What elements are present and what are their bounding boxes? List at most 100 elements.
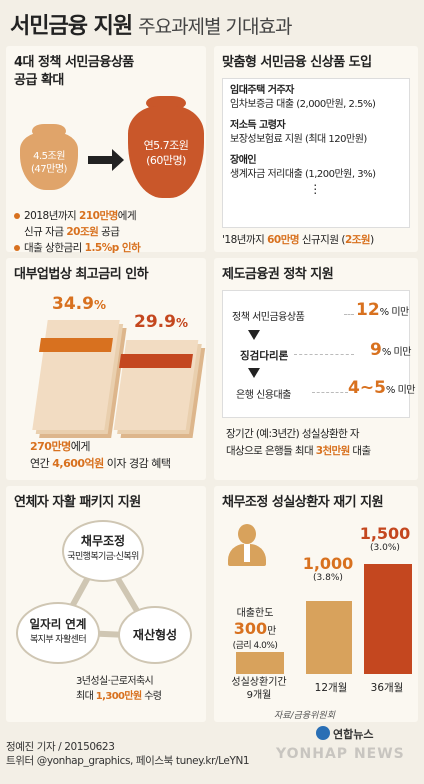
row-2-label: 징검다리론: [240, 350, 289, 362]
circle-3-title: 재산형성: [132, 628, 178, 642]
title-sub: 주요과제별 기대효과: [138, 16, 292, 38]
panel-4-amount: 3천만원: [315, 445, 350, 457]
row-2-value: 9% 미만: [370, 340, 411, 360]
product-1-desc: 임차보증금 대출 (2,000만원, 2.5%): [230, 99, 376, 110]
x-label-1a: 성실상환기간: [231, 677, 287, 688]
panel-3-l2a: 연간: [30, 457, 53, 470]
bar-1-unit: 만: [267, 626, 277, 637]
panel-2-footer-amount: 2조원: [344, 234, 371, 246]
loan-limit-label: 대출한도: [236, 608, 274, 619]
row-1-value: 12% 미만: [356, 300, 409, 320]
panel-1-bullets: 2018년까지 210만명에게 신규 자금 20조원 공급 대출 상한금리 1.…: [14, 208, 141, 256]
small-bag-people: (47만명): [31, 164, 67, 175]
panel-3-people: 270만명: [30, 440, 71, 453]
more-dots: ⋮: [309, 182, 321, 196]
bullet-1-people: 210만명: [79, 210, 118, 222]
circle-1-desc: 국민행복기금·신복위: [67, 552, 139, 562]
person-tie: [244, 544, 250, 562]
panel-comeback-support: 채무조정 성실상환자 재기 지원 대출한도 300만 (금리 4.0%) 1,0…: [214, 486, 418, 722]
bullet-1-amount: 20조원: [66, 226, 99, 238]
sns-handle: 트위터 @yonhap_graphics, 페이스북 tuney.kr/LeYN…: [6, 755, 250, 767]
row-1-label: 정책 서민금융상품: [232, 312, 305, 323]
panel-institutional-finance: 제도금융권 정착 지원 정책 서민금융상품 12% 미만 징검다리론 9% 미만…: [214, 258, 418, 480]
bar-1-value: 300만: [230, 619, 280, 638]
row-2-number: 9: [370, 340, 382, 360]
reporter-credit: 정예진 기자 / 20150623: [6, 741, 115, 753]
bullet-2-a: 대출 상한금리: [24, 242, 85, 254]
x-label-1b: 9개월: [246, 690, 272, 701]
arrow-head: [112, 149, 124, 171]
panel-1-heading-line1: 4대 정책 서민금융상품: [14, 55, 134, 70]
bullet-1-line2: 신규 자금 20조원 공급: [14, 224, 140, 240]
tall-stack-band: [39, 338, 113, 352]
product-2-title: 저소득 고령자: [230, 120, 286, 131]
panel-custom-products: 맞춤형 서민금융 신상품 도입 임대주택 거주자 임차보증금 대출 (2,000…: [214, 46, 418, 252]
rate-after: 29.9%: [134, 312, 188, 332]
row-1-unit: % 미만: [379, 307, 410, 318]
product-3-desc: 생계자금 저리대출 (1,200만원, 3%): [230, 169, 376, 180]
source-note: 자료/금융위원회: [274, 711, 335, 721]
x-label-3: 36개월: [370, 682, 404, 694]
person-head-icon: [238, 524, 256, 544]
bullet-1-a: 2018년까지: [24, 210, 80, 222]
row-3-label: 은행 신용대출: [236, 390, 291, 401]
bar-3-number: 1,500: [359, 524, 411, 543]
big-bag-people: (60만명): [146, 154, 186, 167]
bullet-dot: [14, 245, 20, 251]
panel-5-f2c: 수령: [141, 691, 162, 702]
bullet-1-c: 에게: [117, 210, 137, 222]
x-label-1: 성실상환기간 9개월: [224, 676, 294, 702]
panel-1-heading: 4대 정책 서민금융상품 공급 확대: [14, 54, 134, 90]
bullet-dot: [14, 213, 20, 219]
product-list: 임대주택 거주자 임차보증금 대출 (2,000만원, 2.5%) 저소득 고령…: [230, 84, 400, 196]
panel-3-l2c: 이자 경감 혜택: [103, 457, 171, 470]
x-label-2: 12개월: [314, 682, 348, 694]
panel-5-amount: 1,300만원: [95, 691, 142, 702]
row-2-unit: % 미만: [381, 347, 412, 358]
panel-1-heading-line2: 공급 확대: [14, 73, 64, 88]
panel-6-heading: 채무조정 성실상환자 재기 지원: [222, 495, 384, 510]
bar-3-label: 1,500 (3.0%): [358, 524, 412, 553]
row-1-leader: [344, 314, 354, 315]
rate-before: 34.9%: [52, 294, 106, 314]
panel-2-footer-e: ): [370, 234, 374, 246]
small-bag-amount: 4.5조원: [33, 151, 65, 162]
panel-3-line2: 연간 4,600억원 이자 경감 혜택: [30, 455, 171, 472]
loan-limit-bar-1: [236, 652, 284, 674]
rate-after-value: 29.9: [134, 312, 176, 332]
bullet-1-d: 신규 자금: [24, 226, 67, 238]
panel-2-footer: '18년까지 60만명 신규지원 (2조원): [222, 232, 374, 247]
panel-rehab-package: 연체자 자활 패키지 지원 채무조정 국민행복기금·신복위 일자리 연계 복지부…: [6, 486, 206, 722]
down-arrow-icon: [248, 330, 260, 340]
rate-after-unit: %: [175, 316, 188, 330]
circle-1-title: 채무조정: [80, 534, 126, 548]
logo-text: 연합뉴스: [333, 728, 374, 741]
row-3-unit: % 미만: [385, 385, 416, 396]
panel-5-footer: 3년성실·근로저축시 최대 1,300만원 수령: [76, 674, 162, 704]
circle-2-title: 일자리 연계: [29, 617, 87, 631]
panel-2-footer-c: 신규지원 (: [299, 234, 346, 246]
bar-2-rate: (3.8%): [313, 573, 343, 583]
big-bag-amount: 연5.7조원: [143, 139, 189, 152]
title-main: 서민금융 지원: [10, 14, 133, 39]
panel-4-footer-line2: 대상으로 은행들 최대 3천만원 대출: [226, 443, 371, 460]
circle-asset-building: 재산형성: [118, 606, 192, 664]
row-3-leader: [312, 392, 348, 393]
row-2-leader: [294, 354, 354, 355]
panel-4-f2c: 대출: [349, 445, 371, 457]
product-3-title: 장애인: [230, 155, 257, 166]
bar-1-number: 300: [233, 619, 268, 638]
bar-2-number: 1,000: [302, 554, 354, 573]
panel-3-heading: 대부업법상 최고금리 인하: [14, 267, 149, 282]
panel-4-f2a: 대상으로 은행들 최대: [226, 445, 316, 457]
panel-3-text: 270만명에게 연간 4,600억원 이자 경감 혜택: [30, 438, 171, 472]
panel-5-footer-line2: 최대 1,300만원 수령: [76, 689, 162, 704]
small-bag-label: 4.5조원 (47만명): [20, 150, 78, 176]
panel-5-heading: 연체자 자활 패키지 지원: [14, 495, 141, 510]
loan-limit-bar-3: [364, 564, 412, 674]
product-list-box: [222, 78, 410, 228]
bullet-1-f: 공급: [98, 226, 120, 238]
loan-limit-bar-2: [306, 600, 352, 674]
big-bag-label: 연5.7조원 (60만명): [128, 138, 204, 168]
panel-4-footer-line1: 장기간 (예:3년간) 성실상환한 자: [226, 428, 360, 440]
